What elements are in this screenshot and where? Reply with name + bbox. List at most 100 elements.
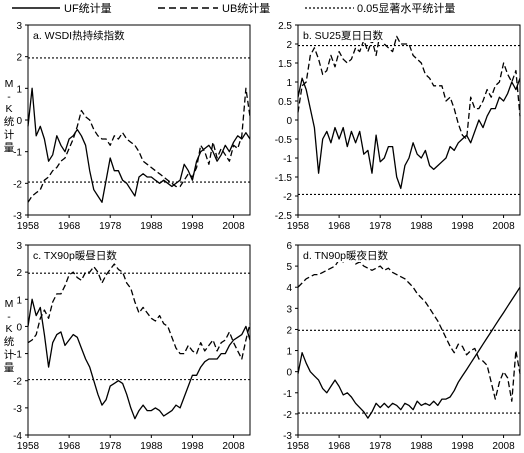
x-tick-label: 1988 xyxy=(410,441,433,452)
y-tick-label: 3 xyxy=(286,304,292,315)
chart-panel-2: -4 -3 -2 -1 0 1 2 3 1958 1968 1978 1988 1998 2008 c. T… xyxy=(4,241,251,452)
chart-panel-0: -3 -2 -1 0 1 2 3 1958 1968 1978 1988 1998 2008 a. WSD… xyxy=(4,21,251,232)
y-tick-label: 2 xyxy=(16,268,22,279)
y-tick-label: -1 xyxy=(13,350,22,361)
y-tick-label: -1 xyxy=(283,154,292,165)
y-tick-label: 6 xyxy=(286,241,292,252)
legend-label-uf: UF统计量 xyxy=(64,2,112,15)
y-tick-label: -0.5 xyxy=(275,135,293,146)
y-tick-label: -4 xyxy=(13,431,22,442)
y-axis-label-char: 量 xyxy=(4,362,15,374)
x-tick-label: 1998 xyxy=(181,441,204,452)
y-axis-label-char: K xyxy=(5,323,12,335)
y-tick-label: 1 xyxy=(16,295,22,306)
y-tick-label: 1 xyxy=(286,78,292,89)
y-tick-label: 1 xyxy=(286,347,292,358)
panel-title: c. TX90p暖昼日数 xyxy=(33,249,117,262)
y-tick-label: 1 xyxy=(16,84,22,95)
y-tick-label: 4 xyxy=(286,283,292,294)
x-tick-label: 1968 xyxy=(58,221,81,232)
x-tick-label: 1978 xyxy=(99,441,122,452)
x-tick-label: 1988 xyxy=(140,441,163,452)
y-tick-label: 0.5 xyxy=(278,97,292,108)
x-tick-label: 1958 xyxy=(17,441,40,452)
y-tick-label: -2 xyxy=(13,377,22,388)
y-tick-label: -1 xyxy=(13,148,22,159)
y-axis-label-char: 计 xyxy=(4,348,15,361)
x-tick-label: 1968 xyxy=(58,441,81,452)
y-tick-label: 0 xyxy=(286,116,292,127)
x-tick-label: 1968 xyxy=(328,441,351,452)
x-tick-label: 1968 xyxy=(328,221,351,232)
y-tick-label: 1.5 xyxy=(278,59,292,70)
y-tick-label: 0 xyxy=(286,368,292,379)
panel-title-bg xyxy=(30,247,132,262)
plot-frame xyxy=(27,24,251,216)
chart-panel-1: -2.5 -2 -1.5 -1 -0.5 0 0.5 1 1.5 2 2.5 1958 1968 1978… xyxy=(275,21,521,232)
series-line-ub xyxy=(27,263,251,360)
y-tick-label: -1 xyxy=(283,389,292,400)
y-axis-label-char: - xyxy=(7,91,11,103)
y-tick-label: 0 xyxy=(16,116,22,127)
y-tick-label: 3 xyxy=(16,21,22,32)
panel-title: d. TN90p暖夜日数 xyxy=(303,249,388,262)
x-tick-label: 1988 xyxy=(410,221,433,232)
x-tick-label: 1978 xyxy=(369,221,392,232)
x-tick-label: 1958 xyxy=(17,221,40,232)
y-tick-label: 2 xyxy=(286,40,292,51)
series-line-uf xyxy=(297,286,521,419)
x-tick-label: 2008 xyxy=(492,221,515,232)
y-tick-label: -3 xyxy=(13,404,22,415)
y-tick-label: -3 xyxy=(283,431,292,442)
series-line-uf xyxy=(27,87,251,203)
x-tick-label: 1998 xyxy=(451,441,474,452)
plot-frame xyxy=(297,244,521,436)
panel-title-bg xyxy=(300,27,394,42)
x-tick-label: 2008 xyxy=(222,221,245,232)
panel-title-bg xyxy=(300,247,402,262)
x-tick-label: 1998 xyxy=(451,221,474,232)
y-tick-label: 2 xyxy=(286,325,292,336)
x-tick-label: 1978 xyxy=(99,221,122,232)
y-tick-label: -2 xyxy=(13,179,22,190)
series-line-ub xyxy=(27,87,251,203)
panel-title: a. WSDI热持续指数 xyxy=(33,29,125,42)
y-axis-label-char: 统 xyxy=(4,115,15,128)
panel-title-bg xyxy=(30,27,132,42)
x-tick-label: 1958 xyxy=(287,441,310,452)
y-tick-label: -2 xyxy=(283,410,292,421)
chart-panel-3: -3 -2 -1 0 1 2 3 4 5 6 1958 1968 1978 1988 1998 2008 d. … xyxy=(283,241,521,452)
series-line-ub xyxy=(297,257,521,402)
x-tick-label: 1958 xyxy=(287,221,310,232)
y-tick-label: 5 xyxy=(286,262,292,273)
y-tick-label: -2 xyxy=(283,192,292,203)
y-axis-label-char: 统 xyxy=(4,335,15,348)
x-tick-label: 1978 xyxy=(369,441,392,452)
y-tick-label: -3 xyxy=(13,211,22,222)
y-tick-label: 0 xyxy=(16,322,22,333)
legend-label-significance: 0.05显著水平统计量 xyxy=(357,1,455,15)
x-tick-label: 1998 xyxy=(181,221,204,232)
series-line-uf xyxy=(27,298,251,420)
panel-title: b. SU25夏日日数 xyxy=(303,29,383,42)
x-tick-label: 2008 xyxy=(492,441,515,452)
y-axis-label-char: K xyxy=(5,103,12,115)
plot-frame xyxy=(297,24,521,216)
y-axis-label-char: M xyxy=(5,78,14,90)
y-tick-label: -1.5 xyxy=(275,173,293,184)
y-axis-label-char: - xyxy=(7,311,11,323)
y-tick-label: 3 xyxy=(16,241,22,252)
legend: UF统计量 UB统计量 0.05显著水平统计量 xyxy=(12,1,455,15)
legend-label-ub: UB统计量 xyxy=(222,2,270,15)
y-axis-label-char: 计 xyxy=(4,128,15,141)
y-axis-label-char: 量 xyxy=(4,142,15,154)
x-tick-label: 2008 xyxy=(222,441,245,452)
y-tick-label: 2.5 xyxy=(278,21,292,32)
y-tick-label: -2.5 xyxy=(275,211,293,222)
y-tick-label: 2 xyxy=(16,53,22,64)
series-line-ub xyxy=(297,31,521,140)
series-line-uf xyxy=(297,77,521,190)
y-axis-label-char: M xyxy=(5,298,14,310)
x-tick-label: 1988 xyxy=(140,221,163,232)
